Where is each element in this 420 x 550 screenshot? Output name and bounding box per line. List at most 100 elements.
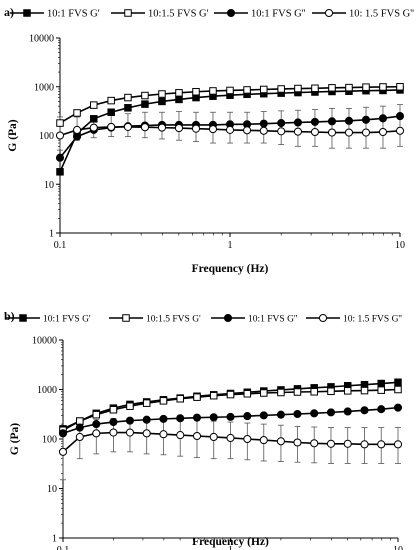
data-point [259,411,268,420]
legend-label: 10: 1.5 FVS G'' [343,315,402,325]
data-point [58,429,68,438]
data-point [310,127,319,137]
data-point [343,439,352,448]
legend-label: 10:1 FVS G'' [251,9,306,20]
data-point [259,436,268,445]
data-point [56,168,64,176]
data-point [344,128,354,137]
legend-marker [23,9,31,17]
legend-label: 10:1 FVS G' [47,9,100,20]
legend-label: 10:1.5 FVS G' [148,9,209,20]
data-point [243,126,252,135]
data-point [326,408,336,417]
data-point [276,437,285,446]
x-axis-label: Frequency (Hz) [192,263,269,275]
data-point [226,412,235,421]
data-point [90,101,98,109]
data-point [124,93,132,102]
data-point [326,439,336,448]
data-point [293,127,302,136]
legend-label: 10:1.5 FVS G' [146,315,201,325]
data-point [377,379,385,388]
legend-label: 10:1 FVS G'' [248,315,298,325]
data-point [142,399,151,407]
data-point [142,429,151,438]
series [56,83,404,127]
y-tick-label: 10 [44,180,54,191]
data-point [259,126,268,135]
data-point [89,123,98,132]
y-tick-label: 100 [42,435,57,446]
data-point [311,84,319,93]
data-point [107,122,116,131]
data-point [107,96,115,105]
data-point [327,128,337,137]
data-point [140,123,149,132]
data-point [175,89,183,97]
data-point [209,432,218,442]
data-point [107,108,115,116]
data-point [75,432,84,442]
data-point [142,415,151,424]
series [58,428,403,456]
y-axis-label: G (Pa) [7,119,19,151]
data-point [360,440,369,449]
data-point [92,429,101,438]
data-point [73,132,82,141]
x-tick-label: 1 [228,240,233,251]
data-point [361,115,371,124]
legend-entry: 10: 1.5 FVS G'' [306,313,402,325]
data-point [276,410,285,419]
data-point [75,423,84,432]
legend-entry: 10:1 FVS G'' [211,313,298,325]
data-point [395,126,405,135]
data-point [360,406,369,415]
data-point [176,395,184,403]
legend-marker [122,314,130,322]
data-point [192,413,202,422]
data-point [293,409,302,419]
data-point [192,431,202,441]
data-point [378,114,388,123]
x-tick-label: 1 [228,545,233,550]
x-axis-label: Frequency (Hz) [192,536,269,548]
data-point [225,125,235,134]
data-point [90,115,98,123]
legend-entry: 10:1 FVS G' [6,314,91,325]
data-point [92,410,101,419]
legend-marker [223,313,233,323]
data-point [293,118,302,127]
data-point [159,397,168,405]
data-point [159,414,168,423]
data-point [158,97,166,106]
data-point [158,90,166,98]
data-point [277,388,285,397]
legend-marker [124,9,132,17]
data-point [109,418,118,427]
data-point [243,434,252,444]
data-point [394,378,402,387]
y-tick-label: 1 [49,229,54,240]
data-point [344,116,354,125]
data-point [226,390,235,399]
legend-marker [324,8,334,18]
data-point [395,112,405,121]
data-point [345,83,353,92]
data-point [191,124,201,133]
data-point [176,414,185,423]
data-point [243,390,252,398]
data-point [310,439,319,448]
data-point [377,405,386,414]
data-point [377,440,386,449]
data-point [243,86,251,94]
data-point [310,117,319,126]
legend-entry: 10:1.5 FVS G' [109,314,201,325]
data-point [260,389,268,397]
data-point [294,84,302,93]
x-tick-label: 10 [395,240,405,251]
data-point [393,440,403,449]
data-point [378,127,388,137]
data-point [360,386,369,395]
data-point [109,428,118,437]
data-point [277,119,286,128]
